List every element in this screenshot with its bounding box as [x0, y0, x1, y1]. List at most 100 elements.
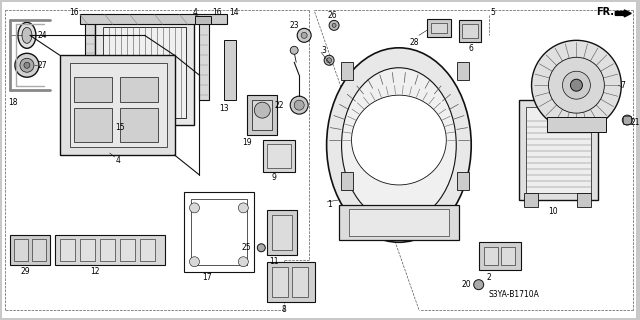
Ellipse shape	[326, 48, 471, 242]
Bar	[500, 247, 515, 265]
Text: 22: 22	[275, 101, 284, 110]
Bar	[459, 20, 481, 42]
Text: 7: 7	[620, 81, 625, 90]
Bar	[461, 24, 477, 38]
Text: 2: 2	[486, 273, 491, 282]
Bar	[32, 239, 46, 261]
Text: 4: 4	[193, 8, 197, 17]
Bar	[525, 107, 591, 193]
Text: 10: 10	[548, 207, 558, 216]
Ellipse shape	[351, 95, 446, 185]
Text: 18: 18	[8, 98, 17, 107]
Circle shape	[332, 23, 336, 28]
Text: 21: 21	[630, 118, 640, 127]
Bar	[80, 239, 95, 261]
Bar	[247, 95, 277, 135]
Text: 6: 6	[468, 44, 473, 53]
Circle shape	[294, 100, 304, 110]
Ellipse shape	[22, 28, 32, 43]
Text: 19: 19	[243, 138, 252, 147]
Text: FR.: FR.	[596, 7, 614, 17]
Text: 17: 17	[203, 273, 212, 282]
Bar	[60, 55, 175, 155]
Bar	[577, 193, 591, 207]
Circle shape	[189, 257, 200, 267]
Text: 29: 29	[20, 267, 29, 276]
Bar	[268, 262, 315, 302]
Bar	[200, 20, 209, 100]
Bar	[225, 40, 236, 100]
Circle shape	[548, 57, 604, 113]
Bar	[55, 235, 164, 265]
Bar	[479, 242, 520, 270]
Bar	[623, 116, 631, 124]
Bar	[524, 193, 538, 207]
Text: 25: 25	[242, 243, 252, 252]
Circle shape	[324, 55, 334, 65]
Text: 28: 28	[410, 38, 419, 47]
Circle shape	[622, 115, 632, 125]
Text: 23: 23	[289, 21, 299, 30]
Text: 16: 16	[69, 8, 79, 17]
Bar	[120, 239, 134, 261]
Circle shape	[326, 58, 332, 63]
Text: 4: 4	[115, 156, 120, 164]
Circle shape	[290, 46, 298, 54]
Bar	[349, 209, 449, 236]
Circle shape	[570, 79, 582, 91]
Bar	[341, 172, 353, 190]
Text: 24: 24	[38, 31, 47, 40]
FancyArrow shape	[615, 10, 631, 17]
Bar	[484, 247, 498, 265]
Bar	[74, 77, 112, 102]
Bar	[140, 239, 155, 261]
Bar	[457, 172, 468, 190]
Text: 9: 9	[272, 173, 276, 182]
Circle shape	[290, 96, 308, 114]
Circle shape	[254, 102, 270, 118]
Bar	[184, 192, 254, 272]
Circle shape	[474, 280, 484, 290]
Text: 14: 14	[229, 8, 239, 17]
Circle shape	[257, 244, 265, 252]
Bar	[80, 14, 227, 24]
Circle shape	[297, 28, 311, 42]
Ellipse shape	[18, 22, 36, 48]
Circle shape	[532, 40, 621, 130]
Bar	[60, 239, 75, 261]
Bar	[272, 215, 292, 250]
Text: 8: 8	[282, 305, 287, 314]
Bar	[120, 108, 157, 142]
Bar	[120, 77, 157, 102]
Bar	[272, 267, 288, 297]
Bar	[268, 210, 297, 255]
Circle shape	[189, 203, 200, 213]
Text: 27: 27	[38, 61, 47, 70]
Text: 12: 12	[90, 267, 99, 276]
Text: 3: 3	[321, 46, 326, 55]
Bar	[427, 20, 451, 37]
Bar	[431, 23, 447, 33]
Bar	[195, 16, 211, 24]
Bar	[341, 62, 353, 80]
Circle shape	[329, 20, 339, 30]
Bar	[263, 140, 295, 172]
Bar	[95, 20, 195, 125]
Bar	[292, 267, 308, 297]
Text: 5: 5	[491, 8, 495, 17]
Bar	[10, 235, 50, 265]
Ellipse shape	[342, 68, 456, 222]
Text: 11: 11	[269, 257, 279, 266]
Circle shape	[15, 53, 39, 77]
Text: 16: 16	[212, 8, 222, 17]
Text: 26: 26	[327, 11, 337, 20]
Bar	[518, 100, 598, 200]
Bar	[102, 28, 186, 118]
Text: 1: 1	[327, 200, 332, 209]
Bar	[457, 62, 468, 80]
Text: 15: 15	[115, 123, 125, 132]
Bar	[268, 144, 291, 168]
Bar	[252, 100, 272, 130]
Circle shape	[238, 203, 248, 213]
Text: S3YA-B1710A: S3YA-B1710A	[489, 290, 540, 299]
